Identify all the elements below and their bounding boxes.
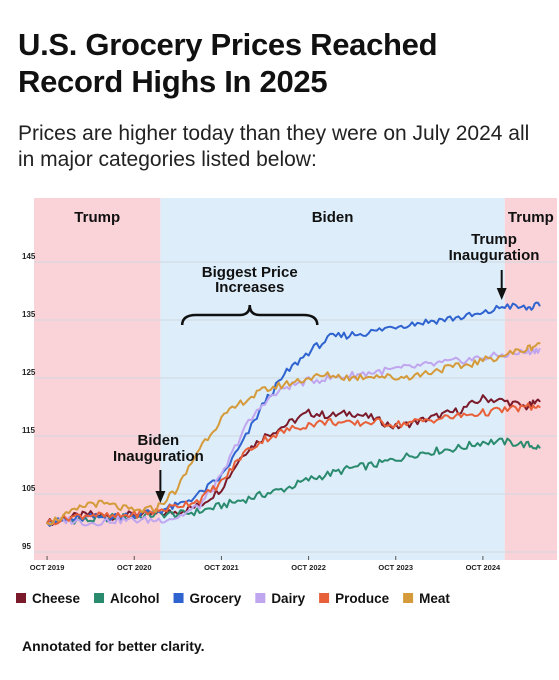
legend-swatch-dairy <box>255 593 266 603</box>
legend-swatch-cheese <box>16 593 26 603</box>
x-tick-label-2: OCT 2021 <box>204 563 239 572</box>
series-line-produce <box>46 402 541 526</box>
series-line-dairy <box>46 347 541 527</box>
annotation-biden-line-0: Biden <box>138 432 180 449</box>
arrow-biden-icon <box>155 491 166 503</box>
annotation-trump-line-0: Trump <box>471 231 517 248</box>
legend-label-cheese: Cheese <box>32 591 81 606</box>
region-label-0: Trump <box>74 209 120 226</box>
region-band-0 <box>34 198 161 560</box>
y-tick-label-145: 145 <box>22 252 36 261</box>
legend-swatch-alcohol <box>94 593 105 603</box>
page-subtitle: Prices are higher today than they were o… <box>18 122 530 171</box>
legend-label-grocery: Grocery <box>190 591 242 606</box>
x-tick-label-0: OCT 2019 <box>30 563 65 572</box>
arrow-trump-icon <box>496 288 507 300</box>
legend-label-dairy: Dairy <box>271 591 305 606</box>
annotation-biden-line-1: Inauguration <box>113 448 204 465</box>
y-tick-label-95: 95 <box>22 542 31 551</box>
y-tick-label-105: 105 <box>22 484 36 493</box>
x-tick-label-1: OCT 2020 <box>117 563 152 572</box>
annotation-note: Annotated for better clarity. <box>22 638 205 654</box>
legend-label-meat: Meat <box>419 591 450 606</box>
legend-swatch-meat <box>403 593 414 603</box>
series-line-cheese <box>46 394 541 526</box>
x-tick-label-4: OCT 2023 <box>378 563 413 572</box>
grocery-price-chart: Trump Biden Trump 95 105 115 125 135 145 OCT 2019… <box>16 198 557 606</box>
page-title: U.S. Grocery Prices Reached Record Highs… <box>18 27 438 99</box>
legend-label-alcohol: Alcohol <box>110 591 160 606</box>
y-tick-label-115: 115 <box>22 426 35 435</box>
x-tick-label-3: OCT 2022 <box>291 563 326 572</box>
series-line-meat <box>46 342 541 526</box>
x-tick-label-5: OCT 2024 <box>466 563 501 572</box>
y-tick-label-135: 135 <box>22 310 36 319</box>
annotation-trump-line-1: Inauguration <box>449 247 540 264</box>
region-label-2: Trump <box>508 209 554 226</box>
brace-shape <box>180 304 319 326</box>
legend-label-produce: Produce <box>335 591 390 606</box>
region-label-1: Biden <box>312 209 354 226</box>
annotation-biggest-line-1: Increases <box>215 279 284 296</box>
legend-swatch-produce <box>319 593 330 603</box>
annotation-biggest-line-0: Biggest Price <box>202 264 298 281</box>
region-band-2 <box>504 198 557 560</box>
region-band-1 <box>160 198 505 560</box>
legend-swatch-grocery <box>173 593 184 603</box>
y-tick-label-125: 125 <box>22 368 36 377</box>
